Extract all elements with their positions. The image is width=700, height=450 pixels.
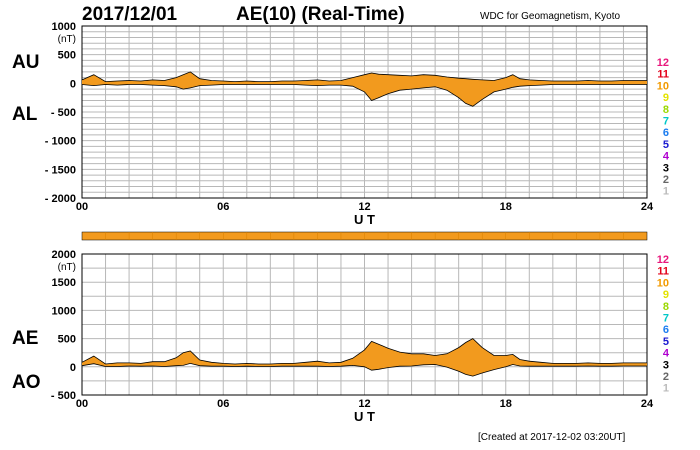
x-tick-label: 00: [76, 201, 88, 213]
al-label: AL: [12, 104, 38, 125]
station-count-label: 3: [663, 162, 669, 174]
station-count-label: 6: [663, 324, 669, 336]
created-timestamp: [Created at 2017-12-02 03:20UT]: [478, 432, 626, 443]
x-tick-label: 12: [358, 398, 370, 410]
station-count-label: 10: [657, 80, 669, 92]
x-axis-label: U T: [354, 409, 375, 424]
y-tick-label: 1000: [52, 305, 76, 317]
x-tick-label: 24: [641, 398, 654, 410]
series-line-ao: [81, 362, 647, 377]
y-tick-label: 500: [58, 334, 76, 346]
station-count-label: 1: [663, 383, 669, 395]
y-tick-label: 1500: [52, 277, 76, 289]
y-tick-label: - 500: [51, 107, 76, 119]
source-label: WDC for Geomagnetism, Kyoto: [480, 11, 621, 22]
x-tick-label: 06: [217, 201, 229, 213]
station-count-label: 4: [663, 151, 670, 163]
au-al-band-area: [82, 71, 647, 107]
y-tick-label: 1000: [52, 21, 76, 33]
y-axis-unit: (nT): [58, 262, 76, 273]
y-tick-label: 0: [70, 362, 76, 374]
station-count-label: 2: [663, 174, 669, 186]
ae-label: AE: [12, 328, 39, 349]
y-tick-label: 500: [58, 50, 76, 62]
station-count-label: 12: [657, 254, 669, 266]
station-count-label: 3: [663, 359, 669, 371]
y-tick-label: - 1500: [45, 164, 76, 176]
plot-frame: [81, 253, 648, 396]
y-axis-unit: (nT): [58, 34, 76, 45]
station-count-label: 5: [663, 139, 669, 151]
y-tick-label: 2000: [52, 249, 76, 261]
series-line-ae: [81, 338, 647, 365]
series-line-au: [81, 71, 647, 83]
x-axis-label: U T: [354, 212, 375, 227]
station-count-label: 4: [663, 348, 670, 360]
station-count-label: 11: [657, 69, 669, 81]
x-tick-label: 18: [500, 398, 512, 410]
date-title: 2017/12/01: [82, 4, 178, 25]
station-count-label: 1: [663, 186, 669, 198]
station-count-label: 12: [657, 57, 669, 69]
x-tick-label: 12: [358, 201, 370, 213]
chart-title: AE(10) (Real-Time): [236, 4, 405, 25]
x-tick-label: 00: [76, 398, 88, 410]
station-count-label: 5: [663, 336, 669, 348]
station-count-label: 9: [663, 92, 669, 104]
plot-frame: [81, 25, 648, 199]
x-tick-label: 24: [641, 201, 654, 213]
station-count-label: 2: [663, 371, 669, 383]
y-tick-label: - 1000: [45, 136, 76, 148]
au-label: AU: [12, 52, 40, 73]
ao-label: AO: [12, 372, 41, 393]
series-line-al: [81, 84, 647, 107]
station-count-label: 7: [663, 116, 669, 128]
station-count-label: 8: [663, 301, 669, 313]
station-count-label: 9: [663, 289, 669, 301]
station-count-label: 7: [663, 313, 669, 325]
station-count-label: 6: [663, 127, 669, 139]
y-tick-label: - 2000: [45, 193, 76, 205]
y-tick-label: - 500: [51, 390, 76, 402]
x-tick-label: 18: [500, 201, 512, 213]
station-count-label: 10: [657, 277, 669, 289]
x-tick-label: 06: [217, 398, 229, 410]
station-count-label: 11: [657, 266, 669, 278]
y-tick-label: 0: [70, 78, 76, 90]
station-count-label: 8: [663, 104, 669, 116]
